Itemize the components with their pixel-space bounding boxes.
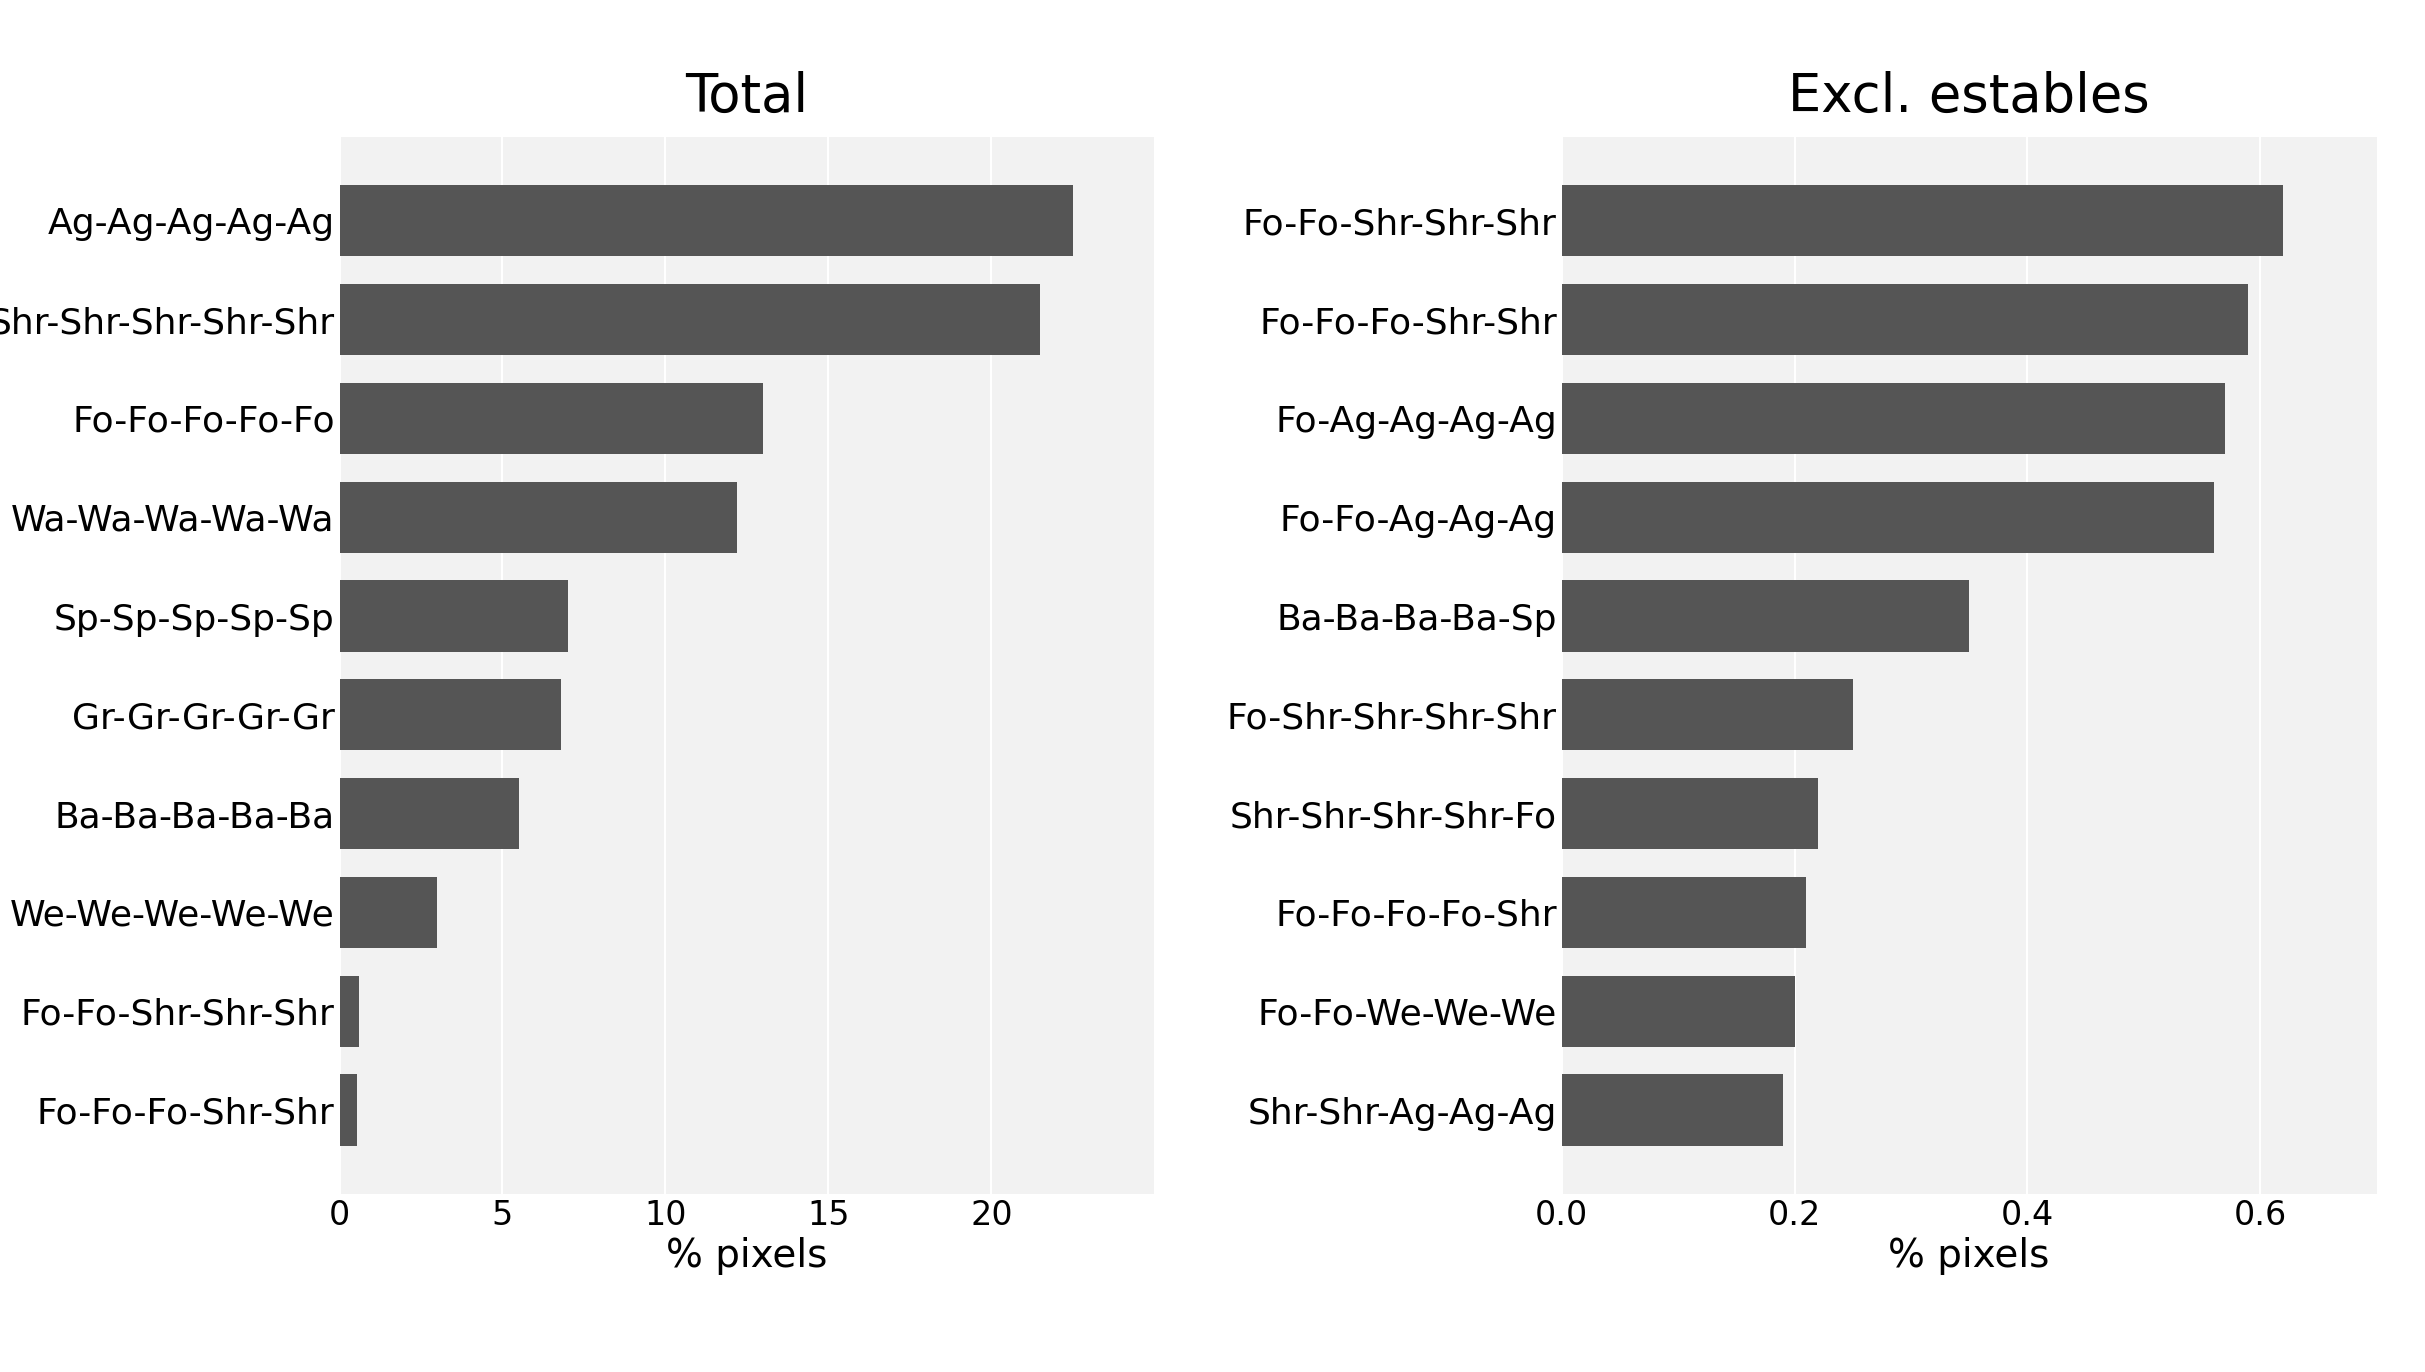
Bar <box>340 284 1040 355</box>
X-axis label: % pixels: % pixels <box>667 1238 827 1275</box>
Bar <box>1562 383 2226 454</box>
Bar <box>1562 482 2214 553</box>
Title: Excl. estables: Excl. estables <box>1787 71 2151 123</box>
X-axis label: % pixels: % pixels <box>1889 1238 2049 1275</box>
Bar <box>340 778 519 849</box>
Bar <box>340 975 359 1047</box>
Bar <box>1562 679 1853 750</box>
Bar <box>340 482 737 553</box>
Bar <box>1562 975 1794 1047</box>
Bar <box>1562 778 1819 849</box>
Title: Total: Total <box>686 71 808 123</box>
Bar <box>1562 580 1969 652</box>
Bar <box>340 1074 356 1146</box>
Bar <box>1562 1074 1782 1146</box>
Bar <box>1562 185 2284 257</box>
Bar <box>340 580 567 652</box>
Bar <box>1562 284 2248 355</box>
Bar <box>340 877 436 948</box>
Bar <box>340 383 764 454</box>
Bar <box>340 185 1072 257</box>
Bar <box>340 679 560 750</box>
Bar <box>1562 877 1807 948</box>
